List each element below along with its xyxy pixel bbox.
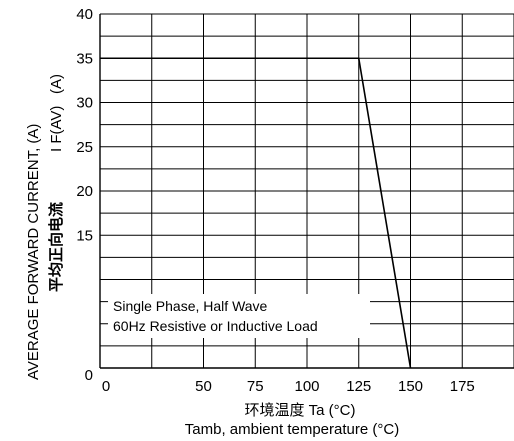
y-tick-label: 0	[85, 367, 93, 384]
y-tick-label: 35	[76, 50, 93, 67]
annotation-box	[108, 294, 370, 338]
series-line	[100, 57, 412, 369]
annotation-line-2: 60Hz Resistive or Inductive Load	[113, 318, 318, 334]
x-tick-labels: 0 50 75 100 125 150 175	[102, 378, 475, 395]
annotation-line-1: Single Phase, Half Wave	[113, 298, 268, 314]
x-axis-label: Tamb, ambient temperature (°C)	[185, 421, 399, 438]
y-axis-symbol: I F(AV)	[48, 106, 65, 152]
x-tick-label: 125	[346, 378, 371, 395]
x-tick-label: 75	[247, 378, 264, 395]
y-axis-label: AVERAGE FORWARD CURRENT, (A)	[25, 124, 42, 380]
x-tick-label: 0	[102, 378, 110, 395]
y-tick-label: 15	[76, 227, 93, 244]
grid	[99, 13, 514, 369]
y-tick-label: 20	[76, 183, 93, 200]
x-tick-label: 100	[294, 378, 319, 395]
x-tick-label: 175	[450, 378, 475, 395]
y-axis-label-cn: 平均正向电流	[47, 202, 65, 292]
x-axis-label-cn: 环境温度 Ta (°C)	[245, 401, 356, 419]
x-tick-label: 150	[398, 378, 423, 395]
y-tick-label: 30	[76, 95, 93, 112]
y-tick-labels: 0 15 20 25 30 35 40	[76, 6, 93, 384]
x-tick-label: 50	[195, 378, 212, 395]
y-tick-label: 25	[76, 139, 93, 156]
y-tick-label: 40	[76, 6, 93, 23]
y-axis-unit: (A)	[48, 74, 65, 94]
